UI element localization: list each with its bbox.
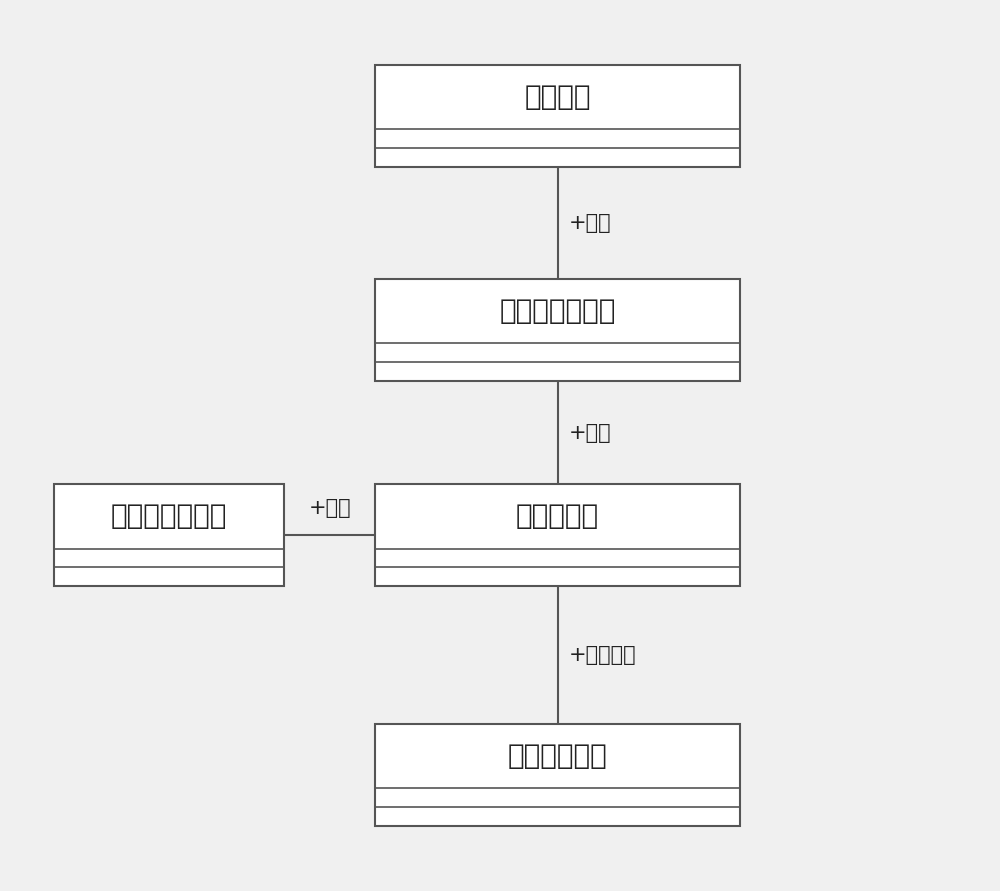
Text: +创建: +创建 <box>308 498 351 519</box>
Bar <box>375 485 740 586</box>
Bar <box>54 485 284 586</box>
Text: 配置服务: 配置服务 <box>524 84 591 111</box>
Text: +事件广播: +事件广播 <box>569 645 637 665</box>
Text: +配置: +配置 <box>569 213 612 233</box>
Text: 自定义组件容器: 自定义组件容器 <box>499 298 616 325</box>
Text: +包含: +包含 <box>569 422 612 443</box>
Text: 自定义组件: 自定义组件 <box>516 503 599 530</box>
Text: 自定义组件工厂: 自定义组件工厂 <box>111 503 227 530</box>
Bar <box>375 65 740 168</box>
Bar <box>375 279 740 381</box>
Text: 消息处理中心: 消息处理中心 <box>508 742 607 770</box>
Bar <box>375 723 740 826</box>
